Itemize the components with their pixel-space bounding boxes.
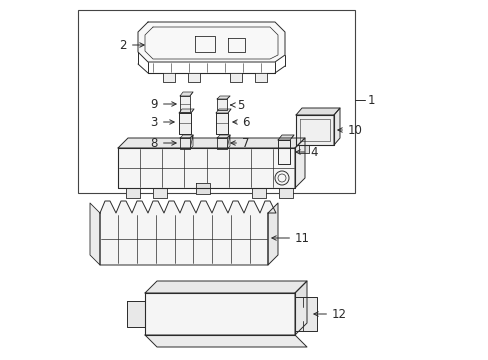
Polygon shape bbox=[294, 297, 316, 331]
Polygon shape bbox=[126, 188, 140, 198]
Polygon shape bbox=[267, 203, 278, 265]
Polygon shape bbox=[278, 140, 289, 164]
Text: 6: 6 bbox=[232, 116, 249, 129]
Text: 4: 4 bbox=[295, 145, 317, 158]
Polygon shape bbox=[295, 115, 333, 145]
Polygon shape bbox=[180, 138, 190, 149]
Polygon shape bbox=[216, 109, 230, 113]
Polygon shape bbox=[278, 135, 293, 140]
Polygon shape bbox=[179, 109, 194, 113]
Polygon shape bbox=[145, 335, 306, 347]
Polygon shape bbox=[180, 135, 193, 138]
Polygon shape bbox=[118, 148, 294, 188]
Text: 1: 1 bbox=[367, 94, 375, 107]
Polygon shape bbox=[145, 293, 294, 335]
Polygon shape bbox=[187, 73, 200, 82]
Text: 11: 11 bbox=[271, 231, 309, 244]
Polygon shape bbox=[217, 138, 226, 149]
Text: 3: 3 bbox=[150, 116, 174, 129]
Text: 10: 10 bbox=[337, 123, 362, 136]
Polygon shape bbox=[196, 183, 209, 194]
Polygon shape bbox=[294, 281, 306, 335]
Polygon shape bbox=[229, 73, 242, 82]
Polygon shape bbox=[180, 92, 193, 96]
Polygon shape bbox=[216, 113, 227, 134]
Polygon shape bbox=[298, 145, 308, 153]
Polygon shape bbox=[190, 135, 193, 149]
Polygon shape bbox=[294, 138, 305, 188]
Polygon shape bbox=[279, 188, 292, 198]
Polygon shape bbox=[217, 96, 229, 99]
Text: 7: 7 bbox=[230, 136, 249, 149]
Text: 12: 12 bbox=[313, 307, 346, 320]
Polygon shape bbox=[127, 301, 145, 327]
Polygon shape bbox=[153, 188, 167, 198]
Polygon shape bbox=[295, 108, 339, 115]
Text: 8: 8 bbox=[150, 136, 176, 149]
Polygon shape bbox=[90, 203, 100, 265]
Polygon shape bbox=[254, 73, 266, 82]
Polygon shape bbox=[180, 96, 190, 112]
Text: 2: 2 bbox=[119, 39, 144, 51]
Polygon shape bbox=[226, 135, 229, 149]
Polygon shape bbox=[145, 281, 306, 293]
Text: 5: 5 bbox=[230, 99, 244, 112]
Polygon shape bbox=[138, 22, 285, 62]
Polygon shape bbox=[179, 113, 191, 134]
Polygon shape bbox=[100, 201, 275, 265]
Polygon shape bbox=[333, 108, 339, 145]
Bar bbox=[78, 10, 354, 193]
Polygon shape bbox=[217, 99, 226, 110]
Polygon shape bbox=[118, 138, 305, 148]
Polygon shape bbox=[163, 73, 175, 82]
Text: 9: 9 bbox=[150, 98, 176, 111]
Polygon shape bbox=[217, 135, 229, 138]
Polygon shape bbox=[251, 188, 265, 198]
